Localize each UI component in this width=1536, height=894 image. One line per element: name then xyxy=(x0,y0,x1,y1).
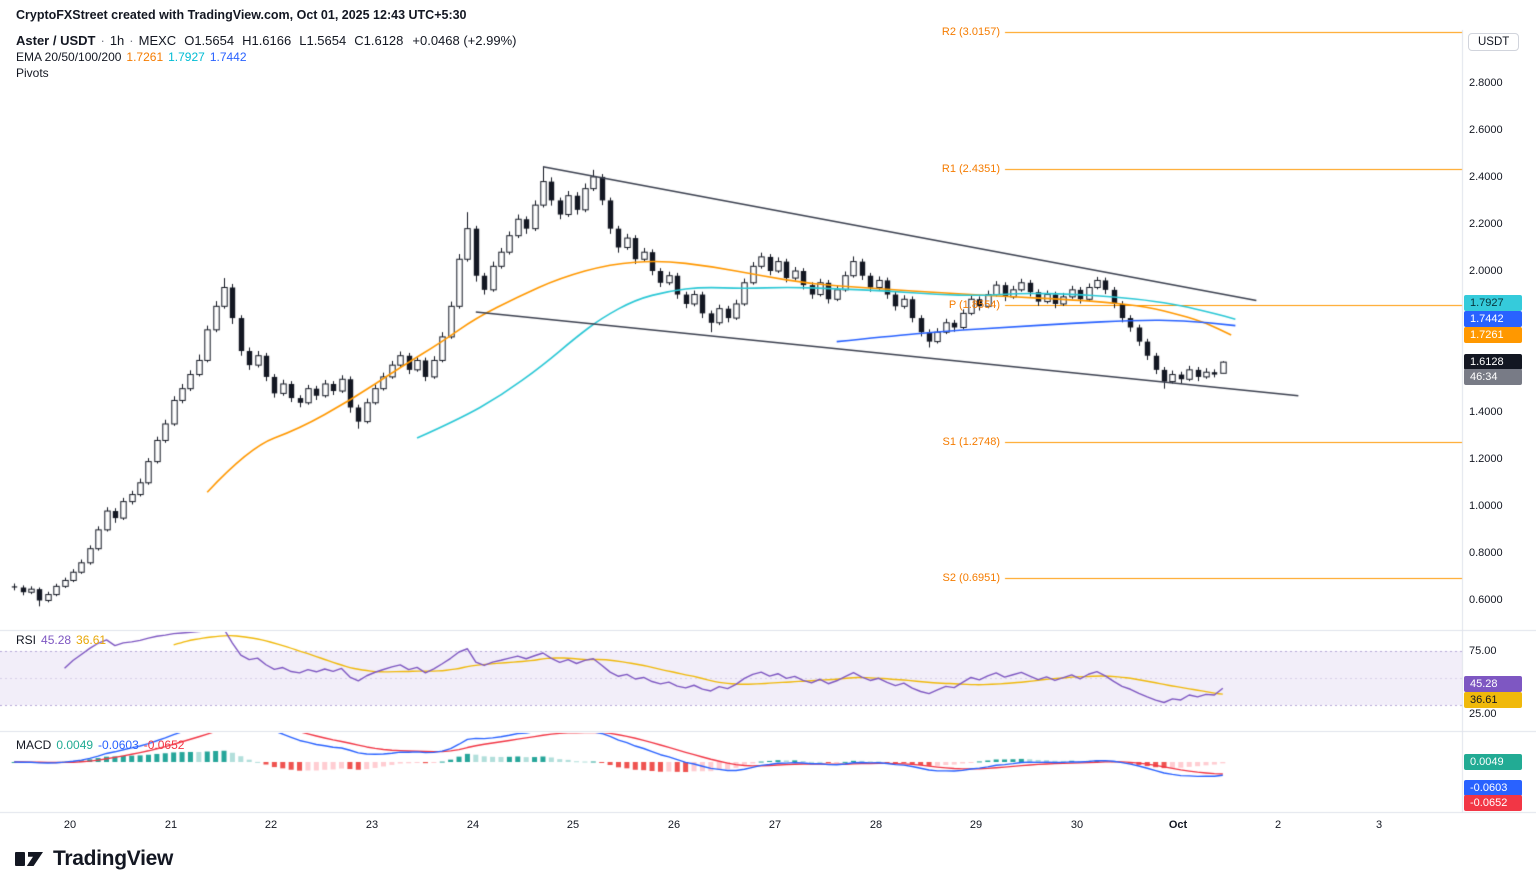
ema-value-orange: 1.7261 xyxy=(126,50,164,64)
rsi-ma-value: 36.61 xyxy=(76,633,107,647)
exchange-label: MEXC xyxy=(138,33,177,48)
macd-signal-value: -0.0652 xyxy=(143,738,185,752)
attribution-text: CryptoFXStreet created with TradingView.… xyxy=(16,8,467,22)
currency-toggle[interactable]: USDT xyxy=(1468,33,1520,51)
rsi-indicator-label[interactable]: RSI xyxy=(16,633,37,647)
macd-legend: MACD 0.0049 -0.0603 -0.0652 xyxy=(16,738,184,752)
interval-label[interactable]: 1h xyxy=(109,33,125,48)
ema-legend: EMA 20/50/100/200 1.7261 1.7927 1.7442 xyxy=(16,50,247,64)
rsi-legend: RSI 45.28 36.61 xyxy=(16,633,106,647)
separator-dot: · xyxy=(100,33,105,48)
high-value: H1.6166 xyxy=(242,33,292,48)
ema-value-blue: 1.7442 xyxy=(209,50,247,64)
macd-line-value: -0.0603 xyxy=(98,738,139,752)
tradingview-logo-icon[interactable] xyxy=(14,846,44,872)
macd-hist-value: 0.0049 xyxy=(56,738,94,752)
pivots-legend: Pivots xyxy=(16,66,49,80)
separator-dot: · xyxy=(129,33,134,48)
footer-bar: TradingView xyxy=(14,846,173,872)
open-value: O1.5654 xyxy=(184,33,235,48)
change-value: +0.0468 (+2.99%) xyxy=(412,33,517,48)
symbol-legend: Aster / USDT · 1h · MEXC O1.5654 H1.6166… xyxy=(16,33,516,48)
tradingview-logo-text[interactable]: TradingView xyxy=(53,847,174,870)
pivots-indicator-label[interactable]: Pivots xyxy=(16,66,49,80)
ema-indicator-label[interactable]: EMA 20/50/100/200 xyxy=(16,50,122,64)
ema-value-cyan: 1.7927 xyxy=(168,50,205,64)
close-value: C1.6128 xyxy=(354,33,404,48)
rsi-value: 45.28 xyxy=(41,633,72,647)
low-value: L1.5654 xyxy=(299,33,347,48)
symbol-name[interactable]: Aster / USDT xyxy=(16,33,96,48)
macd-indicator-label[interactable]: MACD xyxy=(16,738,52,752)
